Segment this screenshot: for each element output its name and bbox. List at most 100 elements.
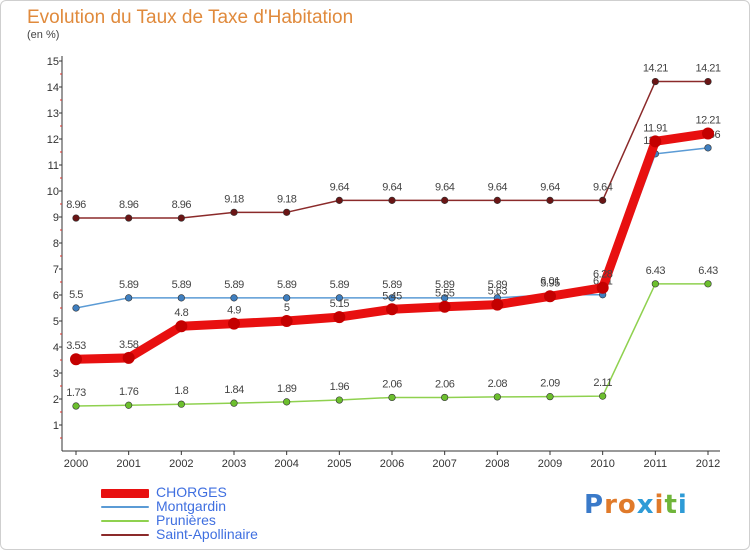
data-point xyxy=(125,401,133,409)
data-point xyxy=(335,396,343,404)
y-tick-label: 3 xyxy=(53,368,59,380)
data-label: 9.64 xyxy=(330,181,350,193)
legend-label: Montgardin xyxy=(156,498,227,514)
x-tick-label: 2002 xyxy=(169,458,193,470)
y-tick-label: 4 xyxy=(53,342,59,354)
data-label: 1.8 xyxy=(174,385,188,397)
data-point xyxy=(491,298,504,311)
series-line-chorges xyxy=(71,129,713,364)
data-point xyxy=(283,294,291,302)
data-label: 5.89 xyxy=(330,279,350,291)
data-point xyxy=(72,402,80,410)
data-point xyxy=(125,214,133,222)
data-label: 9.64 xyxy=(540,181,560,193)
data-label: 5.5 xyxy=(69,289,83,301)
data-point xyxy=(230,399,238,407)
data-point xyxy=(651,280,659,288)
data-label: 2.11 xyxy=(593,377,612,389)
data-point xyxy=(230,208,238,216)
data-label: 1.84 xyxy=(224,384,244,396)
data-label: 14.21 xyxy=(643,63,668,75)
data-point xyxy=(228,317,240,330)
data-point xyxy=(599,196,607,204)
data-point xyxy=(441,196,449,204)
data-label: 5.63 xyxy=(488,286,508,298)
data-point xyxy=(596,281,609,294)
data-label: 1.73 xyxy=(66,387,86,399)
legend-item: Saint-Apollinaire xyxy=(101,526,361,542)
data-label: 5.89 xyxy=(119,279,139,291)
data-label: 2.08 xyxy=(488,378,508,390)
y-tick-label: 7 xyxy=(53,264,59,276)
data-point xyxy=(493,393,501,401)
y-tick-label: 8 xyxy=(53,238,59,250)
data-label: 2.06 xyxy=(382,378,402,390)
y-tick-label: 10 xyxy=(47,186,59,198)
x-tick-label: 2006 xyxy=(380,458,404,470)
data-label: 4.9 xyxy=(227,305,241,317)
data-point xyxy=(546,393,554,401)
data-label: 12.21 xyxy=(695,115,720,127)
data-point xyxy=(72,304,80,312)
data-label: 5 xyxy=(284,302,290,314)
data-point xyxy=(649,135,662,148)
data-label: 5.95 xyxy=(540,277,560,289)
data-point xyxy=(388,294,396,302)
legend-label: CHORGES xyxy=(156,484,227,500)
y-tick-label: 14 xyxy=(47,82,59,94)
x-tick-label: 2012 xyxy=(696,458,720,470)
data-label: 9.18 xyxy=(224,193,244,205)
data-label: 5.45 xyxy=(382,290,402,302)
y-tick-label: 2 xyxy=(53,394,59,406)
data-label: 1.96 xyxy=(330,381,350,393)
y-tick-label: 6 xyxy=(53,290,59,302)
data-label: 6.43 xyxy=(646,265,666,277)
data-label: 5.55 xyxy=(435,288,455,300)
data-label: 14.21 xyxy=(695,63,720,75)
data-point xyxy=(704,280,712,288)
data-label: 5.89 xyxy=(224,279,244,291)
data-point xyxy=(651,77,659,86)
data-label: 6.43 xyxy=(698,265,718,277)
legend-swatch xyxy=(101,520,149,522)
data-point xyxy=(283,398,291,406)
proxiti-logo: Proxiti xyxy=(584,490,688,520)
data-point xyxy=(333,311,346,324)
data-point xyxy=(283,208,291,216)
data-point xyxy=(388,393,396,402)
data-point xyxy=(438,300,451,313)
data-label: 6.01 xyxy=(540,276,560,288)
data-label: 9.64 xyxy=(593,181,613,193)
data-point xyxy=(546,196,554,204)
data-point xyxy=(544,290,556,303)
data-label: 5.15 xyxy=(330,298,350,310)
data-label: 6.28 xyxy=(593,269,613,281)
data-point xyxy=(70,353,82,366)
x-tick-label: 2003 xyxy=(222,458,246,470)
data-point xyxy=(177,214,185,222)
data-point xyxy=(335,196,343,204)
data-point xyxy=(599,392,607,400)
legend-swatch xyxy=(101,506,149,508)
data-point xyxy=(335,294,343,302)
data-label: 5.89 xyxy=(488,279,508,291)
data-point xyxy=(177,400,185,408)
logo-letter: x xyxy=(636,490,655,520)
legend-item: CHORGES xyxy=(101,484,361,500)
data-label: 1.76 xyxy=(119,386,139,398)
legend: CHORGES Montgardin Prunières Saint-Apollina… xyxy=(101,484,361,542)
y-tick-label: 15 xyxy=(47,56,59,68)
data-point xyxy=(122,351,135,364)
data-label: 8.96 xyxy=(66,199,86,211)
logo-letter: o xyxy=(617,490,637,520)
data-point xyxy=(72,214,80,222)
logo-letter: i xyxy=(677,490,688,520)
data-point xyxy=(704,144,712,152)
data-label: 8.96 xyxy=(119,199,139,211)
legend-label: Prunières xyxy=(156,512,216,528)
x-tick-label: 2008 xyxy=(485,458,509,470)
chart-title: Evolution du Taux de Taxe d'Habitation xyxy=(27,7,354,28)
y-tick-label: 5 xyxy=(53,316,59,328)
data-label: 9.18 xyxy=(277,193,297,205)
x-tick-label: 2007 xyxy=(432,458,456,470)
